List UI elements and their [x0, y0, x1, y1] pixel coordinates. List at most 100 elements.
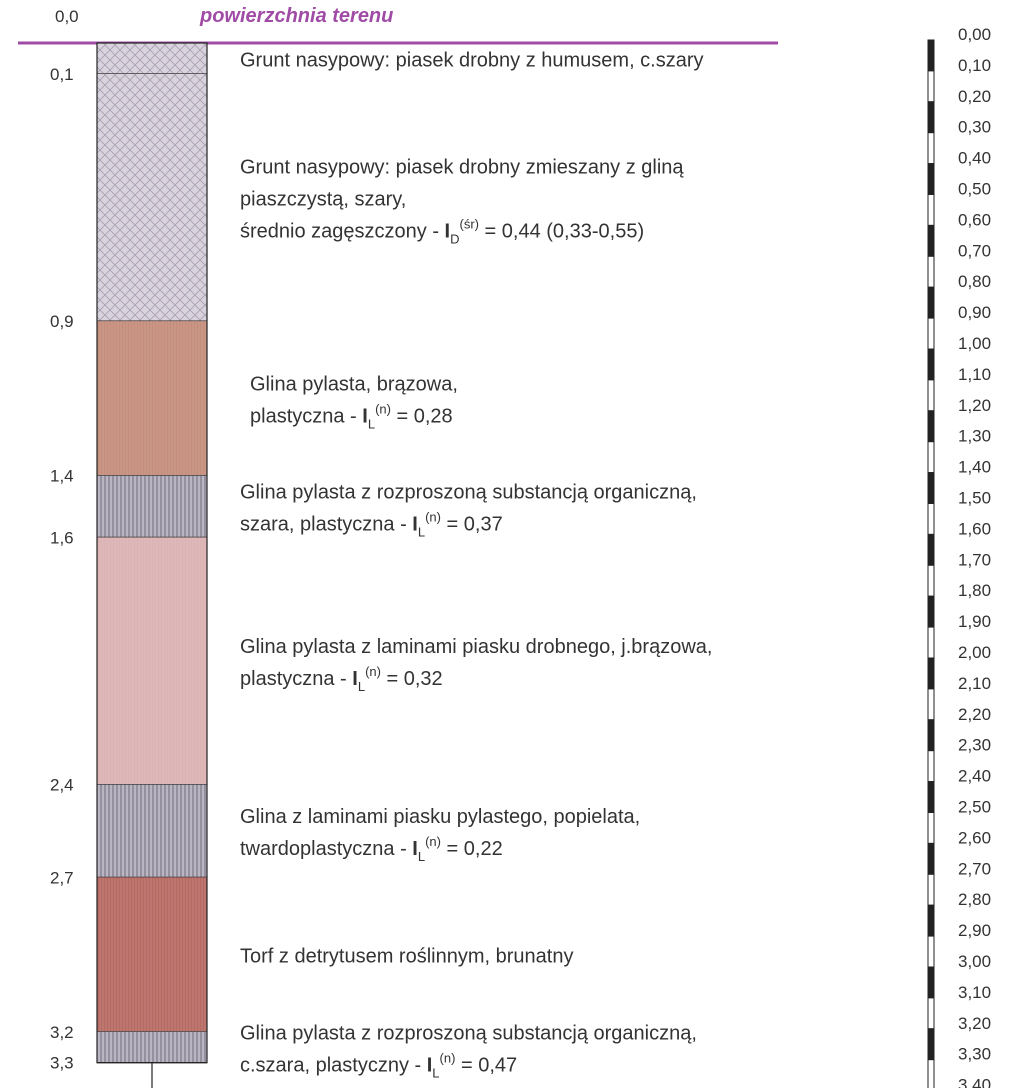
description-segment: Glina z laminami piasku pylastego, popie…: [240, 806, 640, 828]
scale-label: 2,70: [958, 859, 991, 878]
depth-label: 0,9: [50, 312, 74, 331]
layer-pattern: [97, 43, 207, 74]
layer-pattern: [97, 74, 207, 321]
scale-segment: [928, 936, 934, 967]
description-segment: L: [368, 416, 375, 431]
scale-segment: [928, 720, 934, 751]
description-segment: średnio zagęszczony -: [240, 221, 445, 243]
scale-segment: [928, 287, 934, 318]
description-segment: szara, plastyczna -: [240, 514, 412, 536]
scale-label: 3,20: [958, 1014, 991, 1033]
description-segment: Grunt nasypowy: piasek drobny zmieszany …: [240, 157, 684, 179]
scale-label: 1,90: [958, 612, 991, 631]
description-segment: L: [432, 1065, 439, 1080]
scale-segment: [928, 534, 934, 565]
scale-label: 0,30: [958, 118, 991, 137]
description-segment: plastyczna -: [250, 405, 362, 427]
depth-label: 3,3: [50, 1054, 74, 1073]
description-line: Glina pylasta z rozproszoną substancją o…: [240, 1022, 697, 1044]
scale-label: 1,40: [958, 458, 991, 477]
surface-label: powierzchnia terenu: [199, 5, 393, 27]
scale-label: 0,40: [958, 149, 991, 168]
scale-label: 1,50: [958, 489, 991, 508]
scale-segment: [928, 195, 934, 226]
description-line: Grunt nasypowy: piasek drobny z humusem,…: [240, 49, 704, 71]
scale-label: 3,10: [958, 983, 991, 1002]
depth-label: 0,1: [50, 65, 74, 84]
scale-label: 0,20: [958, 87, 991, 106]
scale-segment: [928, 1060, 934, 1088]
description-segment: plastyczna -: [240, 668, 352, 690]
description-line: szara, plastyczna - IL(n) = 0,37: [240, 510, 503, 540]
description-line: Grunt nasypowy: piasek drobny zmieszany …: [240, 157, 684, 179]
description-segment: piaszczystą, szary,: [240, 189, 406, 211]
description-segment: c.szara, plastyczny -: [240, 1054, 427, 1076]
description-segment: Glina pylasta, brązowa,: [250, 373, 458, 395]
scale-segment: [928, 349, 934, 380]
scale-label: 0,50: [958, 180, 991, 199]
scale-segment: [928, 164, 934, 195]
depth-label: 2,7: [50, 868, 74, 887]
scale-label: 1,10: [958, 365, 991, 384]
description-segment: (n): [375, 401, 391, 416]
layer-pattern: [97, 1032, 207, 1063]
scale-segment: [928, 1029, 934, 1060]
scale-segment: [928, 658, 934, 689]
description-line: Glina pylasta z rozproszoną substancją o…: [240, 482, 697, 504]
scale-label: 0,00: [958, 25, 991, 44]
scale-segment: [928, 256, 934, 287]
scale-segment: [928, 133, 934, 164]
scale-label: 0,80: [958, 272, 991, 291]
scale-segment: [928, 782, 934, 813]
scale-segment: [928, 380, 934, 411]
depth-label: 3,2: [50, 1023, 74, 1042]
description-segment: = 0,28: [391, 405, 453, 427]
scale-segment: [928, 71, 934, 102]
scale-segment: [928, 751, 934, 782]
description-line: średnio zagęszczony - ID(śr) = 0,44 (0,3…: [240, 217, 644, 247]
depth-label: 2,4: [50, 776, 74, 795]
scale-segment: [928, 504, 934, 535]
description-segment: (n): [425, 834, 441, 849]
description-line: Torf z detrytusem roślinnym, brunatny: [240, 946, 573, 968]
scale-label: 3,40: [958, 1076, 991, 1088]
scale-segment: [928, 442, 934, 473]
description-line: twardoplastyczna - IL(n) = 0,22: [240, 834, 503, 864]
description-segment: Torf z detrytusem roślinnym, brunatny: [240, 946, 573, 968]
depth-label: 1,4: [50, 467, 74, 486]
scale-segment: [928, 627, 934, 658]
scale-label: 1,60: [958, 519, 991, 538]
description-segment: Glina pylasta z rozproszoną substancją o…: [240, 1022, 697, 1044]
layer-pattern: [97, 877, 207, 1032]
depth-label: 1,6: [50, 528, 74, 547]
scale-label: 1,20: [958, 396, 991, 415]
scale-segment: [928, 874, 934, 905]
scale-label: 2,20: [958, 705, 991, 724]
layer-pattern: [97, 537, 207, 784]
scale-label: 0,90: [958, 303, 991, 322]
description-line: Glina pylasta, brązowa,: [250, 373, 458, 395]
borehole-log: 0,0 powierzchnia terenu 0,1Grunt nasypow…: [0, 0, 1019, 1088]
description-line: Glina z laminami piasku pylastego, popie…: [240, 806, 640, 828]
scale-label: 2,60: [958, 828, 991, 847]
scale-segment: [928, 689, 934, 720]
scale-segment: [928, 565, 934, 596]
scale-segment: [928, 843, 934, 874]
description-segment: L: [418, 849, 425, 864]
scale-label: 0,60: [958, 210, 991, 229]
description-line: Glina pylasta z laminami piasku drobnego…: [240, 636, 712, 658]
scale-segment: [928, 998, 934, 1029]
scale-label: 2,10: [958, 674, 991, 693]
layer-pattern: [97, 321, 207, 476]
scale-segment: [928, 905, 934, 936]
description-line: c.szara, plastyczny - IL(n) = 0,47: [240, 1050, 517, 1080]
description-segment: Glina pylasta z rozproszoną substancją o…: [240, 482, 697, 504]
description-segment: (śr): [460, 217, 480, 232]
scale-label: 3,00: [958, 952, 991, 971]
scale-label: 3,30: [958, 1045, 991, 1064]
description-segment: twardoplastyczna -: [240, 838, 412, 860]
scale-segment: [928, 40, 934, 71]
scale-label: 2,50: [958, 798, 991, 817]
scale-label: 2,40: [958, 767, 991, 786]
description-segment: L: [418, 525, 425, 540]
